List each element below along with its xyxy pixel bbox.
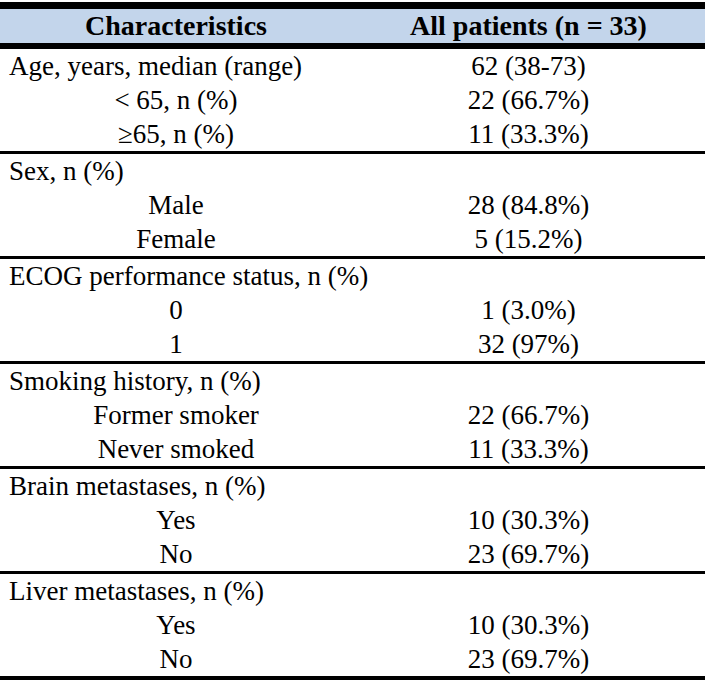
row-value: 10 (30.3%) [352,608,705,642]
row-category-label: Brain metastases, n (%) [0,469,352,503]
row-value: 23 (69.7%) [352,537,705,571]
row-sublabel: ≥65, n (%) [0,117,352,151]
row-value [352,574,705,608]
row-category-label: ECOG performance status, n (%) [0,259,352,293]
table-row: Never smoked11 (33.3%) [0,432,705,466]
row-sublabel: 0 [0,293,352,327]
table-row: 01 (3.0%) [0,293,705,327]
table-row: 132 (97%) [0,327,705,361]
row-sublabel: Yes [0,503,352,537]
row-category-label: Smoking history, n (%) [0,364,352,398]
row-value [352,364,705,398]
header-all-patients: All patients (n = 33) [352,9,705,43]
table-row: Age, years, median (range)62 (38-73) [0,49,705,83]
table-row: Yes10 (30.3%) [0,503,705,537]
row-value: 23 (69.7%) [352,642,705,676]
row-category-label: Age, years, median (range) [0,49,352,83]
table-row: Liver metastases, n (%) [0,574,705,608]
row-sublabel: Female [0,222,352,256]
table-body: Age, years, median (range)62 (38-73)< 65… [0,49,705,680]
table-row: Female5 (15.2%) [0,222,705,256]
row-sublabel: Former smoker [0,398,352,432]
table-row: No23 (69.7%) [0,537,705,571]
row-value: 11 (33.3%) [352,117,705,151]
row-value: 32 (97%) [352,327,705,361]
row-category-label: Liver metastases, n (%) [0,574,352,608]
table-row: Yes10 (30.3%) [0,608,705,642]
row-category-label: Sex, n (%) [0,154,352,188]
row-value: 22 (66.7%) [352,83,705,117]
row-sublabel: No [0,537,352,571]
row-sublabel: 1 [0,327,352,361]
table-row: < 65, n (%)22 (66.7%) [0,83,705,117]
table-row: Brain metastases, n (%) [0,469,705,503]
row-value: 28 (84.8%) [352,188,705,222]
row-value: 1 (3.0%) [352,293,705,327]
table-bottom-border [0,676,705,680]
row-sublabel: < 65, n (%) [0,83,352,117]
table-row: Male28 (84.8%) [0,188,705,222]
header-characteristics: Characteristics [0,9,352,43]
table-row: Sex, n (%) [0,154,705,188]
table-row: Former smoker22 (66.7%) [0,398,705,432]
row-value [352,259,705,293]
row-sublabel: Male [0,188,352,222]
row-sublabel: Never smoked [0,432,352,466]
row-value: 5 (15.2%) [352,222,705,256]
row-value: 11 (33.3%) [352,432,705,466]
row-value [352,154,705,188]
row-value: 22 (66.7%) [352,398,705,432]
row-value [352,469,705,503]
row-sublabel: Yes [0,608,352,642]
row-value: 10 (30.3%) [352,503,705,537]
row-sublabel: No [0,642,352,676]
table-header-row: Characteristics All patients (n = 33) [0,9,705,43]
table-top-border [0,2,705,9]
row-value: 62 (38-73) [352,49,705,83]
table-row: No23 (69.7%) [0,642,705,676]
table-row: ECOG performance status, n (%) [0,259,705,293]
table-row: Smoking history, n (%) [0,364,705,398]
table-row: ≥65, n (%)11 (33.3%) [0,117,705,151]
patient-characteristics-table: Characteristics All patients (n = 33) Ag… [0,0,705,697]
